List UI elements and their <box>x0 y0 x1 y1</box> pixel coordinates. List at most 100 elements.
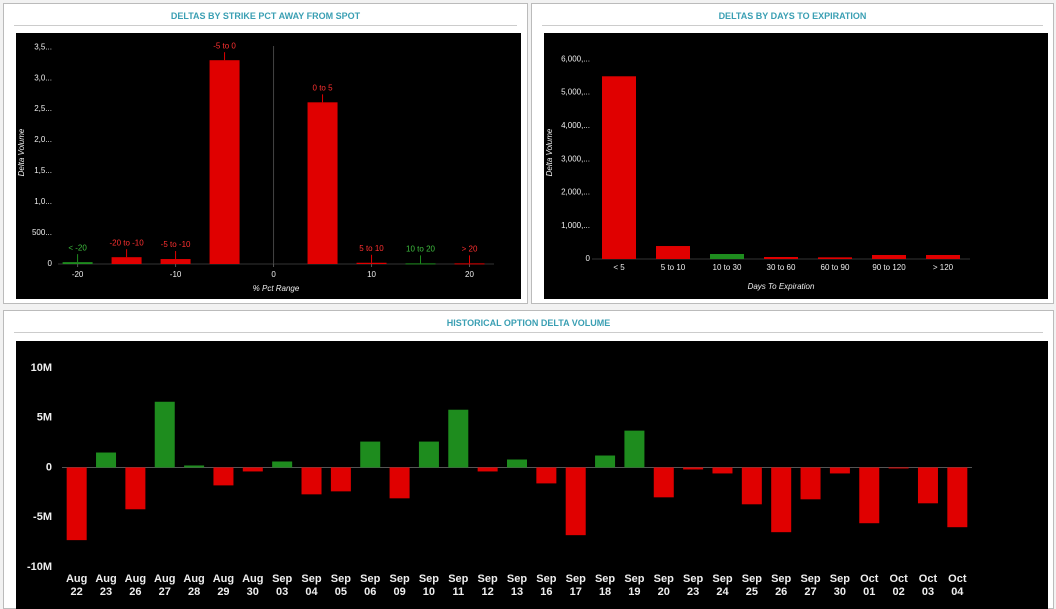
bar <box>477 467 498 472</box>
x-tick-label: -20 <box>72 270 84 279</box>
x-tick-label: Sep 09 <box>389 573 410 598</box>
x-tick-label: Sep 17 <box>565 573 586 598</box>
bar <box>888 467 909 469</box>
panel-title: DELTAS BY DAYS TO EXPIRATION <box>718 11 867 21</box>
x-tick-label: Sep 05 <box>330 573 351 598</box>
bar <box>418 441 439 468</box>
x-tick-label: Oct 04 <box>948 573 967 598</box>
y-tick-label: 0 <box>48 259 53 268</box>
y-tick-label: 1,5... <box>34 166 52 175</box>
x-tick-label: Sep 12 <box>477 573 498 598</box>
bar <box>184 465 205 468</box>
panel-title: DELTAS BY STRIKE PCT AWAY FROM SPOT <box>170 11 361 21</box>
y-tick-label: 2,000,... <box>561 188 590 197</box>
bar <box>917 467 938 504</box>
bar <box>448 409 469 468</box>
bar-label: -20 to -10 <box>109 238 144 247</box>
bar <box>710 254 744 259</box>
bar-label: 10 to 20 <box>406 244 435 253</box>
y-tick-label: 2,0... <box>34 135 52 144</box>
x-tick-label: Sep 03 <box>272 573 293 598</box>
bar <box>653 467 674 498</box>
y-axis-title: Delta Volume <box>17 128 26 176</box>
bar <box>818 257 852 259</box>
x-tick-label: -10 <box>170 270 182 279</box>
x-tick-label: Sep 27 <box>800 573 821 598</box>
bar <box>872 255 906 259</box>
x-tick-label: Sep 11 <box>448 573 469 598</box>
y-tick-label: -10M <box>27 561 52 573</box>
bar-label: -5 to 0 <box>213 41 236 50</box>
x-tick-label: Sep 13 <box>506 573 528 598</box>
x-tick-label: > 120 <box>933 263 954 272</box>
bar-label: 5 to 10 <box>359 244 384 253</box>
bar <box>209 60 240 265</box>
x-tick-label: Sep 26 <box>771 573 792 598</box>
bar <box>307 102 338 264</box>
x-tick-label: Sep 04 <box>301 573 322 598</box>
bar <box>454 263 485 265</box>
x-tick-label: Aug 23 <box>95 573 117 598</box>
x-tick-label: 60 to 90 <box>821 263 850 272</box>
x-tick-label: 10 <box>367 270 376 279</box>
x-tick-label: Sep 23 <box>683 573 704 598</box>
y-tick-label: 1,0... <box>34 197 52 206</box>
bar <box>96 452 117 468</box>
x-tick-label: 10 to 30 <box>713 263 742 272</box>
bar <box>624 430 645 468</box>
y-tick-label: 0 <box>586 254 591 263</box>
bar <box>405 263 436 265</box>
y-tick-label: 2,5... <box>34 104 52 113</box>
x-tick-label: Sep 19 <box>624 573 645 598</box>
x-tick-label: 90 to 120 <box>872 263 906 272</box>
bar <box>62 262 93 264</box>
x-tick-label: < 5 <box>613 263 625 272</box>
bar <box>829 467 850 474</box>
bar <box>507 459 527 468</box>
bar-label: 0 to 5 <box>313 83 334 92</box>
x-tick-label: Oct 03 <box>918 573 938 598</box>
x-tick-label: 30 to 60 <box>767 263 796 272</box>
x-tick-label: Aug 29 <box>212 573 235 598</box>
y-tick-label: 3,000,... <box>561 154 590 163</box>
x-axis-title: % Pct Range <box>253 284 300 293</box>
bar <box>800 467 821 500</box>
x-tick-label: Aug 26 <box>124 573 147 598</box>
y-tick-label: 10M <box>31 362 52 374</box>
y-tick-label: 6,000,... <box>561 54 590 63</box>
x-tick-label: Sep 06 <box>360 573 381 598</box>
x-tick-label: Aug 27 <box>154 573 176 598</box>
bar <box>160 259 191 264</box>
bar <box>330 467 351 492</box>
y-tick-label: 4,000,... <box>561 121 590 130</box>
bar-label: < -20 <box>68 243 87 252</box>
panel-title: HISTORICAL OPTION DELTA VOLUME <box>446 318 611 328</box>
bar <box>947 467 968 528</box>
y-axis-title: Delta Volume <box>545 128 554 176</box>
bar <box>360 441 381 468</box>
x-tick-label: Aug 28 <box>183 573 205 598</box>
bar <box>683 467 704 470</box>
bar <box>771 467 792 533</box>
y-tick-label: 500... <box>32 228 52 237</box>
y-tick-label: 5,000,... <box>561 88 590 97</box>
bar <box>764 257 798 259</box>
x-tick-label: Oct 02 <box>889 573 908 598</box>
bar <box>356 262 387 264</box>
x-tick-label: 0 <box>271 270 276 279</box>
bar <box>301 467 322 495</box>
bar <box>389 467 410 499</box>
x-tick-label: Aug 30 <box>242 573 264 598</box>
bar <box>602 76 636 259</box>
x-tick-label: Sep 18 <box>594 573 616 598</box>
bar <box>125 467 146 510</box>
x-tick-label: 5 to 10 <box>661 263 686 272</box>
y-tick-label: 3,0... <box>34 73 52 82</box>
bar <box>741 467 762 505</box>
x-tick-label: Oct 01 <box>860 573 879 598</box>
x-tick-label: 20 <box>465 270 474 279</box>
bar <box>859 467 880 524</box>
bar <box>565 467 586 536</box>
y-tick-label: 5M <box>37 412 52 424</box>
